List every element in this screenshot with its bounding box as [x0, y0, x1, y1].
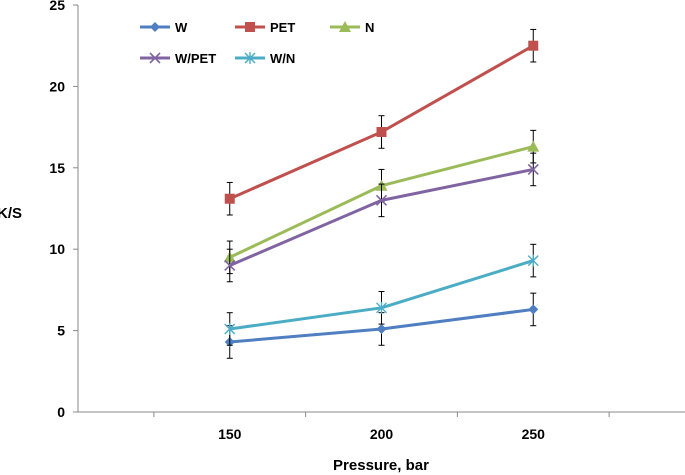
data-point [376, 126, 387, 137]
legend-marker [339, 21, 351, 32]
data-point [527, 254, 539, 267]
legend-marker [150, 22, 160, 32]
data-point [224, 322, 236, 335]
legend-label: W/N [270, 51, 295, 66]
series-pet [224, 28, 539, 216]
data-point [224, 259, 236, 272]
x-ticks: 150 200 250 [153, 412, 610, 442]
y-tick-label: 15 [49, 160, 65, 176]
series-w-n [224, 243, 539, 346]
y-tick-label: 5 [57, 323, 65, 339]
legend-label: N [365, 20, 374, 35]
data-point [224, 193, 235, 204]
data-point [375, 194, 388, 206]
data-point [376, 323, 387, 334]
legend-item-w-pet: W/PET [140, 51, 216, 66]
legend-item-w: W [140, 20, 188, 35]
data-point [528, 304, 539, 315]
x-tick-label: 150 [218, 426, 242, 442]
legend-label: W/PET [175, 51, 216, 66]
data-point [528, 40, 539, 51]
series-layer [223, 28, 540, 359]
x-axis-title: Pressure, bar [333, 457, 429, 474]
x-tick-label: 200 [370, 426, 394, 442]
legend-item-w-n: W/N [235, 51, 295, 66]
data-point [527, 140, 540, 152]
legend-marker [245, 22, 255, 32]
y-tick-label: 25 [49, 0, 65, 13]
legend-marker [149, 52, 161, 64]
y-axis-title: K/S [0, 205, 22, 222]
legend-label: W [175, 20, 188, 35]
data-point [376, 301, 387, 314]
y-tick-label: 20 [49, 78, 65, 94]
y-tick-label: 0 [57, 404, 65, 420]
legend: W PET N W/PET W/N [140, 20, 374, 66]
legend-item-n: N [330, 20, 374, 35]
y-tick-label: 10 [49, 241, 65, 257]
data-point [527, 163, 539, 175]
y-ticks: 0 5 10 15 20 25 [49, 0, 78, 420]
legend-item-pet: PET [235, 20, 295, 35]
legend-marker [244, 52, 256, 64]
plot-area: 0 5 10 15 20 25 150 200 250 [49, 0, 685, 442]
legend-label: PET [270, 20, 295, 35]
series-w-pet [224, 152, 539, 283]
x-tick-label: 250 [522, 426, 546, 442]
